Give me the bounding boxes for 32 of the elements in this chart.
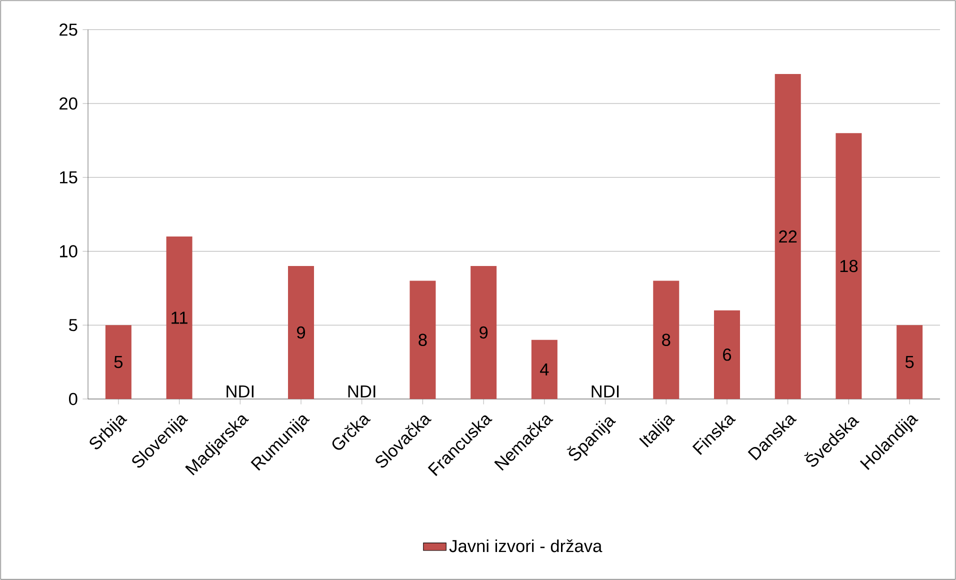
text: 6 [723,348,732,361]
text: 18 [840,260,858,272]
bar [531,340,558,399]
y-tick-label: 25 [60,24,78,36]
text: 4 [540,363,549,376]
bar [410,280,436,399]
y-tick-label: 20 [60,97,78,110]
text: NDI [592,385,619,398]
y-tick-label: 5 [69,319,78,332]
bar [166,236,192,399]
text: 8 [418,334,427,346]
text: 22 [779,230,797,243]
bar [288,266,314,399]
bar [714,310,740,399]
y-tick-label: 0 [68,392,78,406]
bar [774,74,801,399]
legend-label: Javni izvori - država [449,539,602,552]
text: NDI [226,385,254,398]
text: 11 [172,312,188,324]
text: 9 [480,326,488,339]
y-tick-label: 15 [60,171,78,184]
text: 5 [905,356,914,368]
text: 9 [297,326,306,339]
text: 5 [114,356,123,368]
bar [836,133,862,399]
bar [653,280,680,399]
y-tick-label: 10 [60,245,78,258]
bar [896,325,923,399]
bar [470,266,497,399]
text: NDI [348,385,376,398]
bar [105,325,132,399]
text: 8 [662,334,670,346]
